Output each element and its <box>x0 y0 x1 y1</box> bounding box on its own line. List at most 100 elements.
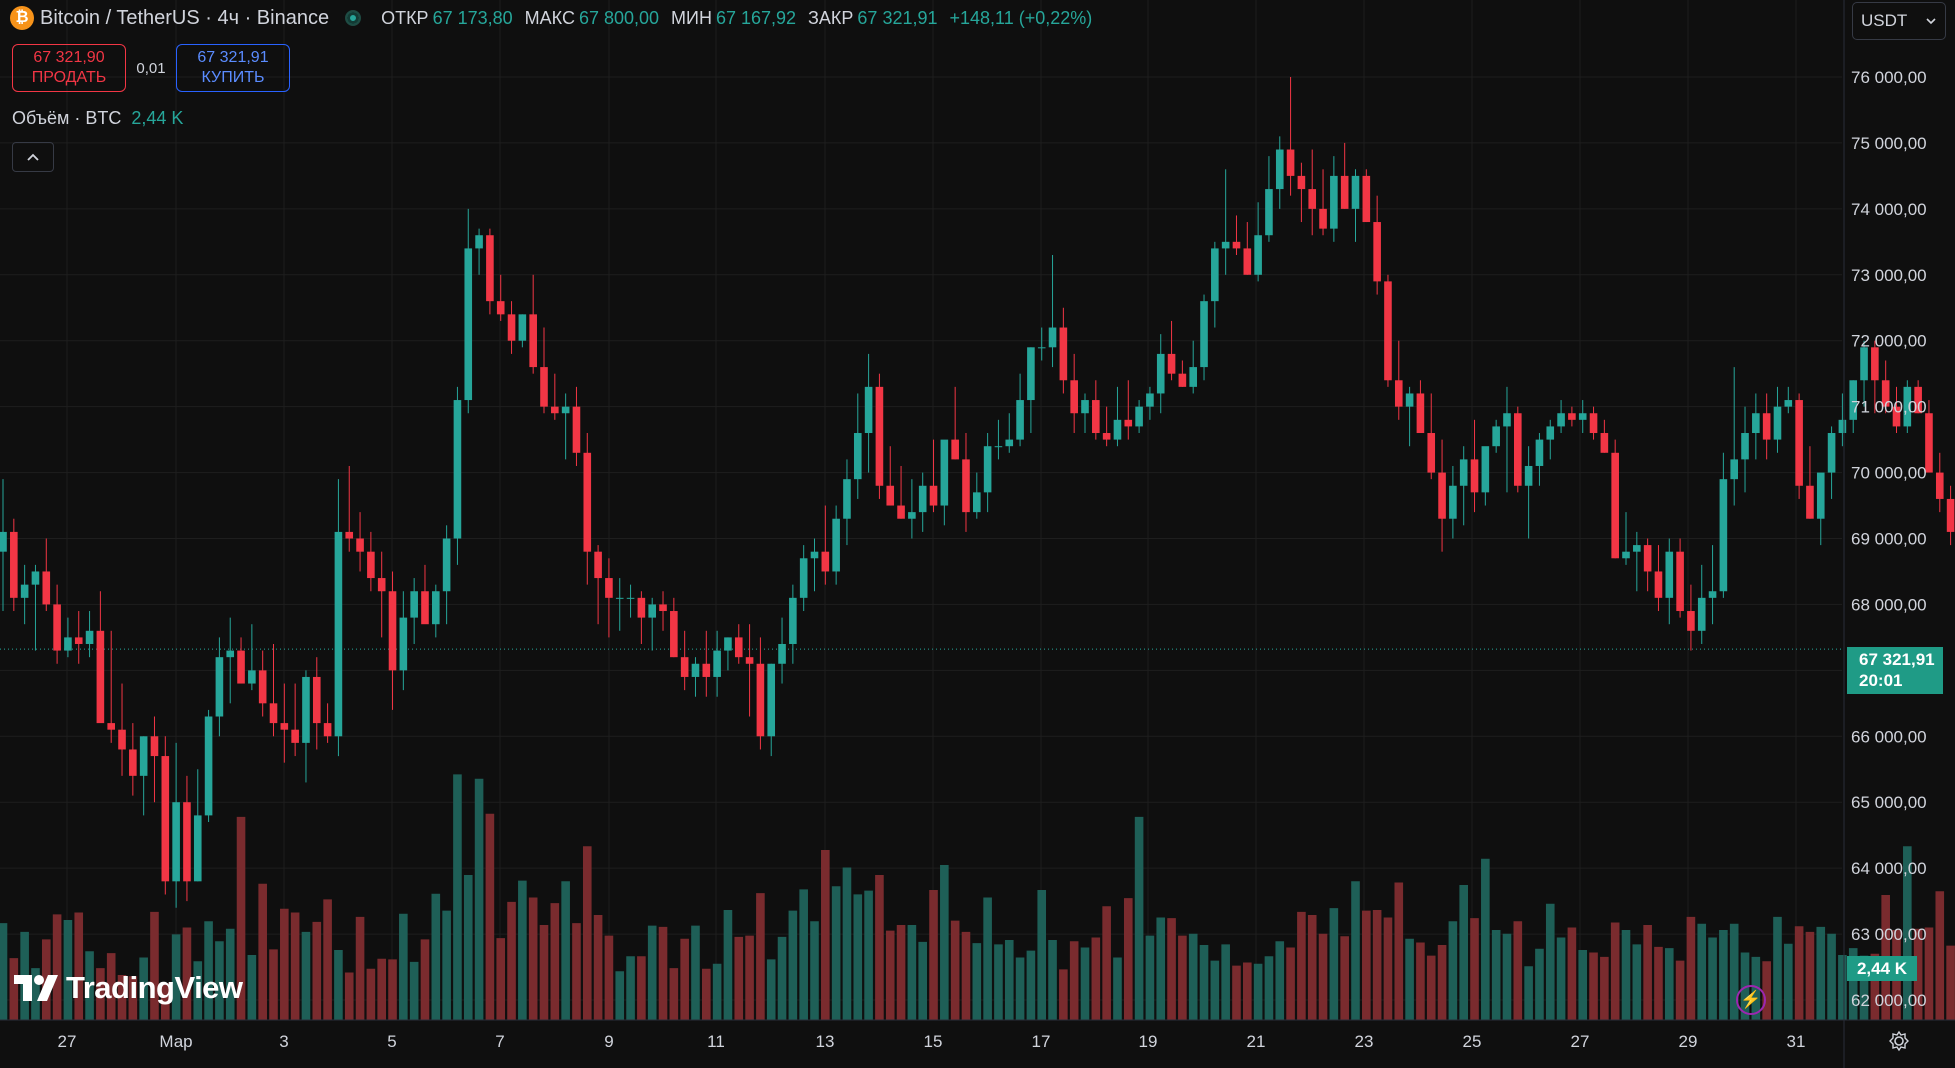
candle <box>951 386 959 460</box>
candle-body <box>1795 400 1803 486</box>
symbol-legend[interactable]: ₿ Bitcoin / TetherUS · 4ч · Binance ОТКР… <box>10 6 1092 30</box>
candle-body <box>1275 149 1284 190</box>
candle-body <box>1784 400 1793 407</box>
candle <box>1362 169 1371 223</box>
candle-body <box>291 729 299 743</box>
candle-body <box>1059 327 1068 381</box>
last-price-label: 67 321,91 20:01 <box>1847 647 1943 694</box>
market-status-icon[interactable] <box>345 10 362 26</box>
candle <box>1719 452 1728 598</box>
volume-bar <box>1903 846 1912 1020</box>
candle <box>540 327 548 414</box>
candlesticks <box>0 77 1955 908</box>
volume-bar <box>1773 916 1782 1020</box>
candle <box>713 630 721 697</box>
candle-body <box>670 611 678 658</box>
volume-bar <box>1448 921 1458 1020</box>
volume-bar <box>312 921 322 1020</box>
candle-body <box>1470 459 1479 493</box>
lightning-icon[interactable]: ⚡ <box>1736 985 1766 1015</box>
bar-countdown: 20:01 <box>1859 671 1903 690</box>
candle <box>994 419 1003 460</box>
volume-bar <box>853 894 863 1020</box>
candle-body <box>129 749 137 776</box>
volume-bar <box>269 949 278 1020</box>
candle <box>1286 77 1295 196</box>
symbol-title[interactable]: Bitcoin / TetherUS · 4ч · Binance <box>40 6 330 29</box>
x-tick-label: 9 <box>604 1032 613 1051</box>
candle <box>1578 400 1587 434</box>
sell-button[interactable]: 67 321,90 ПРОДАТЬ <box>12 44 126 92</box>
candle-body <box>583 452 592 552</box>
volume-bar <box>1362 910 1371 1020</box>
candle <box>1211 241 1219 328</box>
candle-body <box>1135 406 1143 427</box>
volume-bar <box>128 976 138 1020</box>
volume-legend[interactable]: Объём · BTC 2,44 K <box>12 108 183 129</box>
currency-select[interactable]: USDT <box>1852 2 1946 40</box>
volume-bar <box>366 968 376 1020</box>
buy-button[interactable]: 67 321,91 КУПИТЬ <box>176 44 290 92</box>
candle <box>691 657 700 697</box>
candle-body <box>139 736 148 776</box>
volume-bar <box>994 944 1003 1020</box>
sell-price: 67 321,90 <box>33 49 105 66</box>
open-value: 67 173,80 <box>432 7 513 28</box>
volume-bar <box>1004 940 1014 1020</box>
candle <box>269 643 278 737</box>
candle <box>1135 400 1143 434</box>
y-tick-label: 69 000,00 <box>1851 530 1927 549</box>
candle-body <box>1524 465 1533 486</box>
volume-bar <box>658 926 668 1020</box>
candle-body <box>853 433 862 480</box>
volume-bar <box>150 911 159 1020</box>
volume-bar <box>572 923 581 1020</box>
candle-body <box>1308 189 1317 209</box>
tradingview-logo[interactable]: TradingView <box>14 970 243 1006</box>
candle-body <box>226 650 235 658</box>
candle-body <box>356 538 364 552</box>
volume-bars <box>0 774 1955 1020</box>
collapse-legend-button[interactable] <box>12 142 54 172</box>
candle <box>183 775 191 902</box>
logo-text: TradingView <box>66 970 243 1005</box>
candle <box>496 274 505 321</box>
candle-body <box>410 591 418 618</box>
candle <box>334 479 343 757</box>
volume-bar <box>1329 908 1339 1020</box>
candle-body <box>1481 446 1490 493</box>
volume-bar <box>745 935 754 1020</box>
candle-body <box>215 657 224 717</box>
candle-body <box>1037 347 1046 349</box>
candle <box>1871 340 1879 414</box>
volume-bar <box>63 920 73 1020</box>
volume-bar <box>1351 881 1360 1020</box>
candle-body <box>605 578 613 598</box>
candle <box>1665 538 1674 625</box>
candle <box>1470 419 1479 513</box>
x-tick-label: 27 <box>1571 1032 1590 1051</box>
volume-bar <box>1535 948 1544 1020</box>
volume-bar <box>1513 921 1523 1020</box>
candle-body <box>983 446 992 493</box>
candle <box>821 505 830 585</box>
volume-bar <box>1059 969 1068 1020</box>
volume-bar <box>1859 955 1869 1020</box>
candle <box>1741 406 1749 493</box>
candle <box>129 723 137 796</box>
volume-bar <box>1221 944 1230 1020</box>
candle-body <box>1167 353 1176 374</box>
candle-body <box>1827 433 1836 473</box>
candle <box>615 578 624 631</box>
candle <box>1340 142 1349 209</box>
candle <box>680 630 689 691</box>
volume-bar <box>1924 927 1934 1020</box>
volume-bar <box>842 867 852 1020</box>
candle-body <box>1643 545 1652 572</box>
candle <box>832 505 840 585</box>
settings-gear-icon[interactable] <box>1886 1028 1912 1054</box>
volume-bar <box>442 910 451 1020</box>
candle <box>226 617 235 704</box>
candle <box>323 703 332 743</box>
